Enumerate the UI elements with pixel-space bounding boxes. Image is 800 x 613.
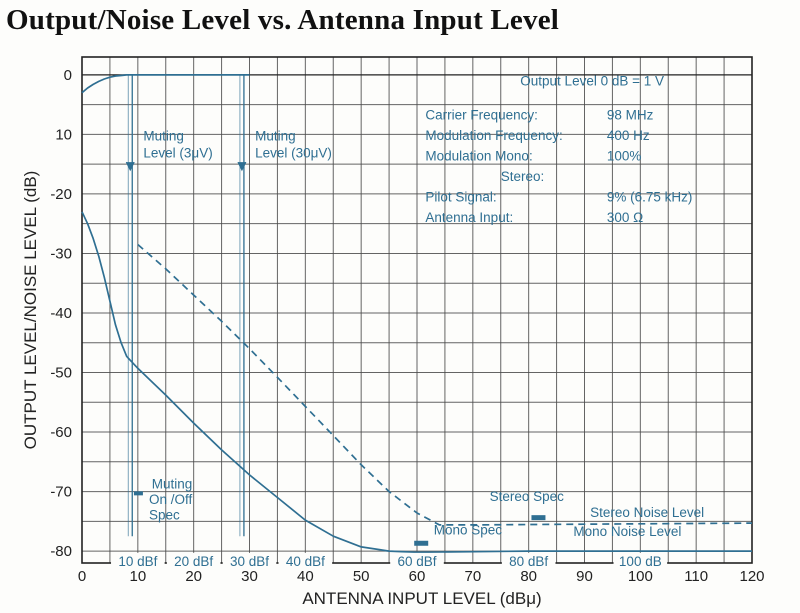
y-tick-label: -30 [50, 245, 72, 262]
stereo-spec-swatch [531, 515, 546, 521]
spec-value: 98 MHz [607, 108, 654, 123]
on-off-spec-swatch [133, 491, 143, 496]
dbf-label: 20 dBf [174, 554, 213, 569]
mono-spec-swatch [414, 540, 429, 546]
x-tick-label: 100 [628, 568, 653, 585]
dbf-label-bg [613, 552, 668, 570]
spec-label: Stereo: [501, 169, 545, 184]
stereo-noise-label: Stereo Noise Level [590, 505, 704, 520]
tick-labels: 0 10 20 30 40 50 60 70 80 90 100 110 120 0 10 -20 -30 -40… [50, 67, 764, 585]
dbf-label: 10 dBf [118, 554, 157, 569]
spec-value: 100% [607, 149, 642, 164]
dbf-label-bg [222, 552, 277, 570]
y-tick-label: -40 [50, 305, 72, 322]
spec-value: 400 Hz [607, 128, 650, 143]
muting-label: Level (3μV) [143, 145, 212, 160]
y-tick-label: 0 [64, 67, 72, 84]
y-tick-label: -80 [50, 543, 72, 560]
output-level-note: Output Level 0 dB = 1 V [520, 74, 664, 89]
dbf-label-bg [501, 552, 556, 570]
muting-label: Level (30μV) [255, 145, 332, 160]
x-tick-label: 60 [409, 568, 426, 585]
x-tick-label: 50 [353, 568, 370, 585]
dbf-label-bg [111, 552, 165, 570]
x-tick-label: 110 [684, 568, 708, 585]
series-output [81, 74, 250, 94]
dbf-label: 100 dB [619, 554, 662, 569]
x-tick-label: 10 [129, 568, 146, 585]
dbf-label: 80 dBf [509, 554, 548, 569]
dbf-label: 40 dBf [286, 554, 325, 569]
x-tick-label: 90 [576, 568, 593, 585]
y-tick-label: -20 [50, 186, 72, 203]
dbf-label-bg [390, 552, 444, 570]
markers [125, 74, 546, 546]
spec-label: Antenna Input: [425, 210, 513, 225]
annotations: Muting Level (3μV) Muting Level (30μV) Mutin… [111, 74, 704, 570]
dbf-label: 60 dBf [397, 554, 436, 569]
mono-spec-label: Mono Spec [434, 522, 503, 537]
spec-label: Carrier Frequency: [425, 108, 538, 123]
x-tick-label: 80 [520, 568, 537, 585]
series-stereo-noise [137, 243, 753, 526]
dbf-label-bg [278, 552, 333, 570]
x-tick-label: 30 [241, 568, 258, 585]
stereo-spec-label: Stereo Spec [490, 489, 565, 504]
mono-noise-label: Mono Noise Level [573, 524, 681, 539]
on-off-spec-band [138, 534, 239, 538]
x-axis-label: ANTENNA INPUT LEVEL (dBμ) [302, 589, 541, 608]
on-off-spec-label: Spec [149, 508, 180, 523]
series [81, 74, 753, 554]
x-tick-label: 0 [78, 568, 86, 585]
y-axis-label: OUTPUT LEVEL/NOISE LEVEL (dB) [21, 171, 40, 450]
spec-value: 9% (6.75 kHz) [607, 190, 693, 205]
y-tick-label: -50 [50, 365, 72, 382]
y-tick-label: 10 [55, 126, 72, 143]
y-tick-label: -60 [50, 424, 72, 441]
chart-title: Output/Noise Level vs. Antenna Input Lev… [6, 4, 560, 36]
y-tick-label: -70 [50, 484, 72, 501]
series-mono-noise [81, 211, 752, 554]
muting-arrow-icon [125, 161, 135, 172]
spec-label: Modulation Mono: [425, 149, 532, 164]
x-tick-label: 40 [297, 568, 314, 585]
x-tick-label: 20 [185, 568, 202, 585]
dbf-label-bg [166, 552, 221, 570]
muting-label: Muting [255, 128, 296, 143]
on-off-spec-label: On /Off [149, 492, 193, 507]
x-tick-label: 120 [739, 568, 764, 585]
spec-label: Modulation Frequency: [425, 128, 562, 143]
spec-label: Pilot Signal: [425, 190, 496, 205]
grid [81, 56, 753, 564]
on-off-spec-label: Muting [152, 477, 193, 492]
spec-value: 300 Ω [607, 210, 643, 225]
muting-label: Muting [143, 128, 184, 143]
dbf-label: 30 dBf [230, 554, 269, 569]
muting-arrow-icon [237, 161, 247, 172]
x-tick-label: 70 [464, 568, 481, 585]
